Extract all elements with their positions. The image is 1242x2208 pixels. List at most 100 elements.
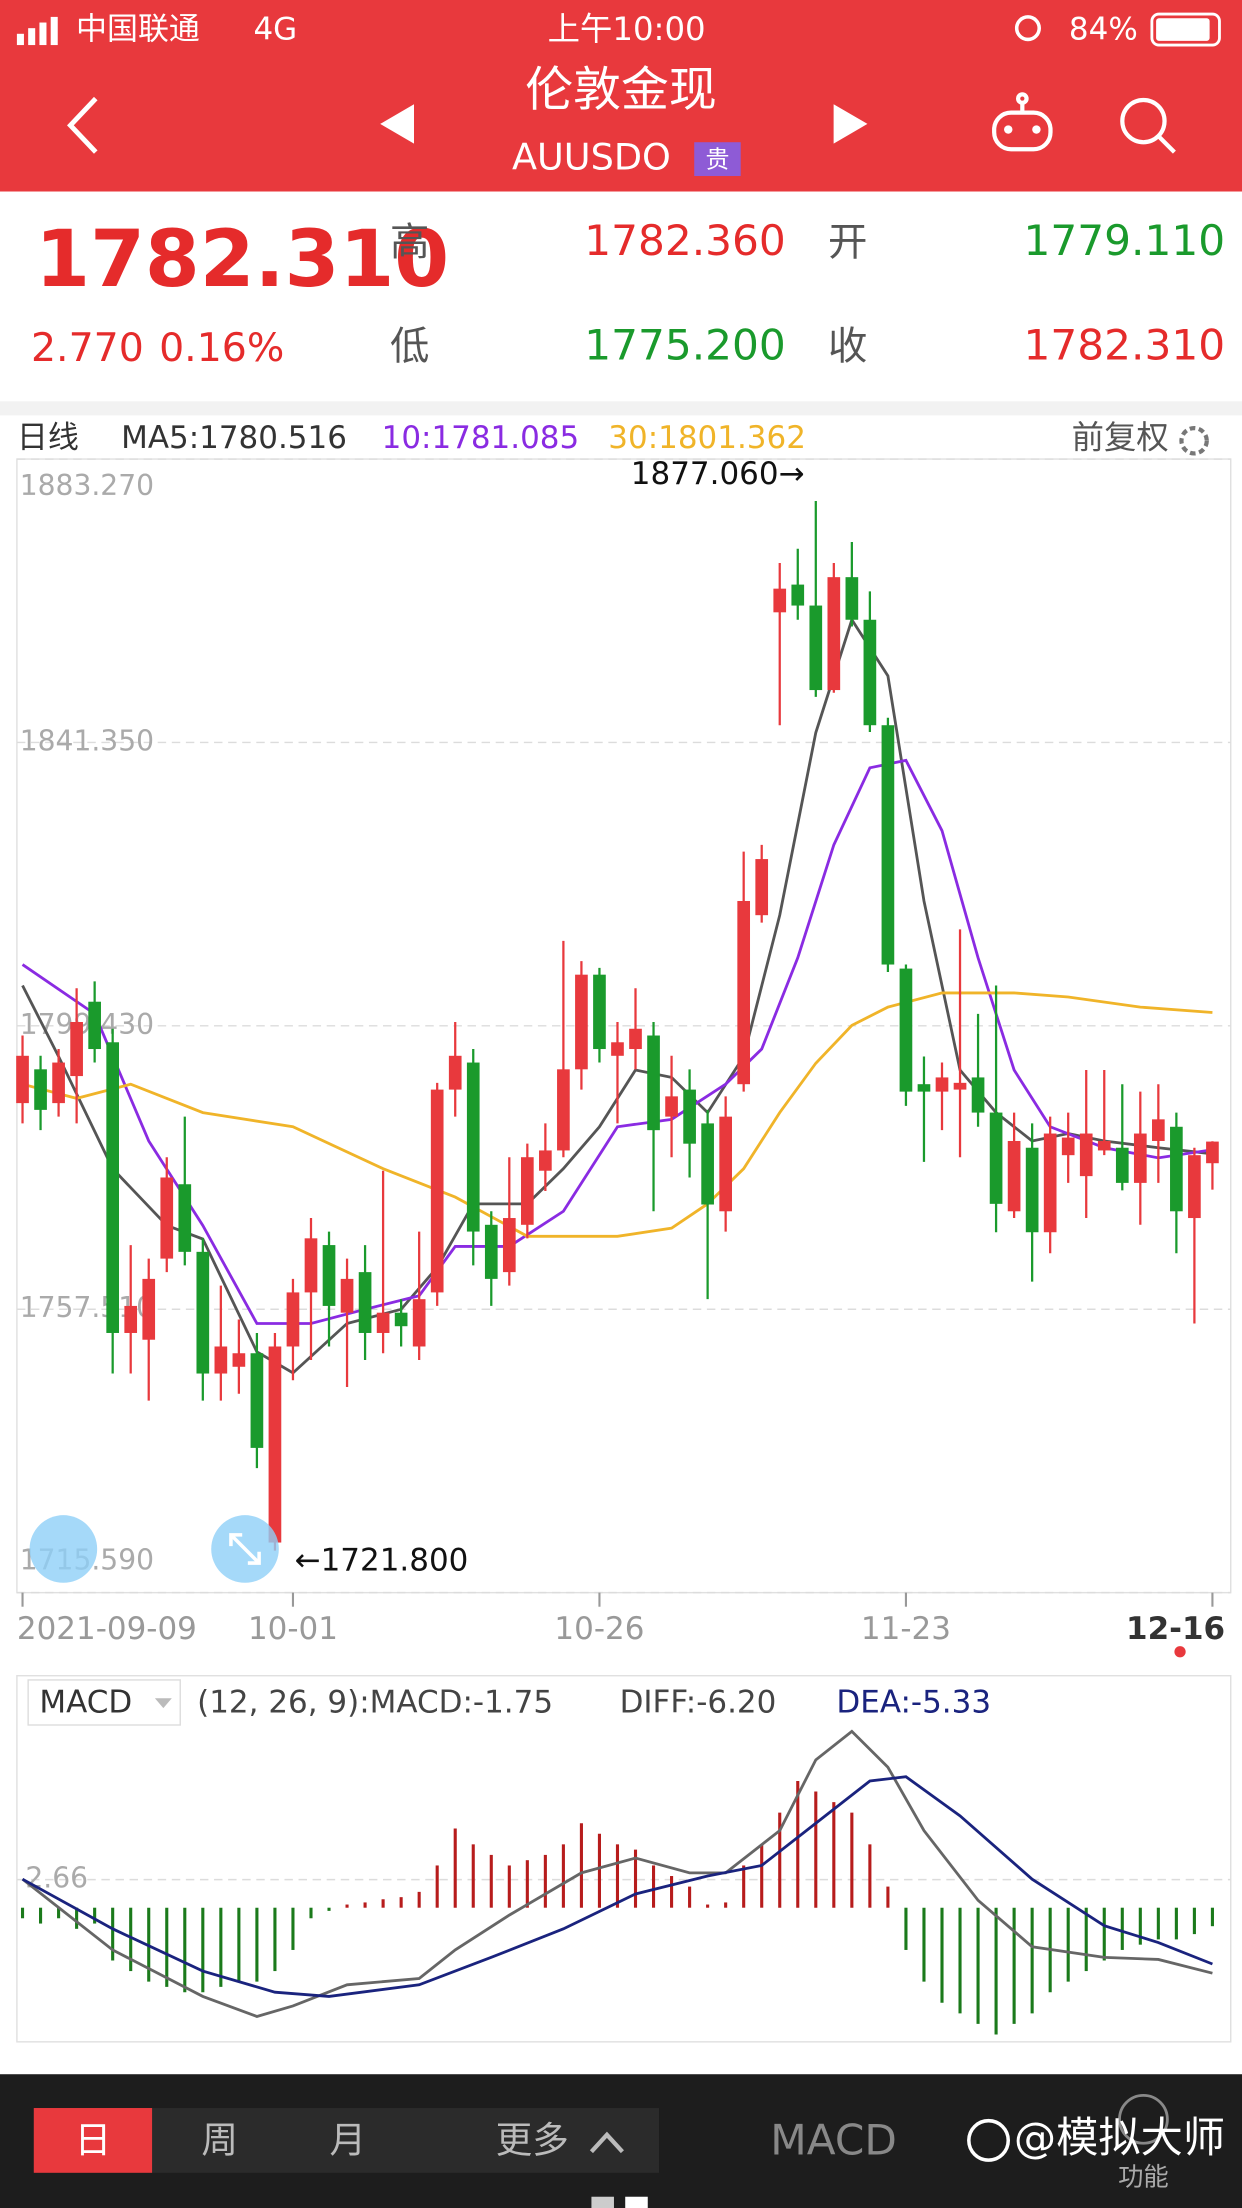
candle-body xyxy=(809,605,823,691)
open: 1779.110 xyxy=(1024,216,1226,265)
candle-body xyxy=(34,1069,47,1110)
candle-body xyxy=(250,1353,264,1448)
candle-body xyxy=(665,1096,678,1117)
ma10-legend: 10:1781.085 xyxy=(382,420,580,456)
candle-body xyxy=(124,1305,138,1333)
instrument-title: 伦敦金现 xyxy=(525,63,716,118)
search-icon[interactable] xyxy=(1120,97,1176,154)
candle-body xyxy=(935,1077,949,1092)
candle-body xyxy=(791,584,805,606)
candle-body xyxy=(214,1346,228,1374)
candle-body xyxy=(971,1077,985,1113)
dea-label: DEA:-5.33 xyxy=(836,1684,991,1720)
latest-dot xyxy=(1174,1646,1186,1658)
header-bg xyxy=(0,0,1242,192)
change: 2.770 xyxy=(31,325,144,371)
battery-icon xyxy=(1150,12,1221,47)
function-icon[interactable] xyxy=(1118,2093,1169,2145)
candle-body xyxy=(376,1312,390,1333)
candle-body xyxy=(701,1123,714,1205)
candle-body xyxy=(484,1224,498,1279)
candle-body xyxy=(611,1042,624,1056)
x-tick-label: 10-01 xyxy=(248,1611,338,1647)
candle-body xyxy=(647,1035,660,1131)
network: 4G xyxy=(253,11,297,47)
next-button[interactable] xyxy=(833,104,868,144)
candle-body xyxy=(1170,1126,1183,1212)
plots: 1715.5901757.5101799.4301841.3501883.270… xyxy=(16,456,1231,2035)
collapse-button[interactable] xyxy=(29,1515,98,1583)
x-tick-label: 10-26 xyxy=(554,1611,644,1647)
indicator-button[interactable]: MACD xyxy=(770,2116,897,2165)
extreme-label: 1877.060→ xyxy=(631,456,805,492)
prev-button[interactable] xyxy=(380,104,414,144)
candle-body xyxy=(196,1251,210,1374)
macd-line xyxy=(21,1729,1213,2018)
x-tick-label: 2021-09-09 xyxy=(17,1611,197,1647)
tab[interactable]: 更多 xyxy=(496,2118,569,2161)
ma5-legend: MA5:1780.516 xyxy=(121,420,347,456)
robot-eye xyxy=(1032,125,1041,134)
adjust[interactable]: 前复权 xyxy=(1072,418,1169,456)
lock-icon xyxy=(1014,15,1041,42)
separator xyxy=(0,401,1242,416)
candle-body xyxy=(1043,1133,1057,1233)
signal-icon xyxy=(16,16,58,46)
home-indicator xyxy=(591,2196,614,2208)
candle-body xyxy=(1079,1133,1093,1177)
x-tick-label: 12-16 xyxy=(1126,1611,1225,1647)
high-label: 高 xyxy=(390,220,429,266)
instrument-code: AUUSDO xyxy=(512,136,671,179)
candle-body xyxy=(16,1055,29,1104)
macd-dropdown[interactable] xyxy=(27,1679,181,1726)
expand-icon xyxy=(229,1533,261,1565)
candle-body xyxy=(1115,1147,1129,1183)
y-tick-label: 1883.270 xyxy=(20,469,154,502)
tab-active[interactable] xyxy=(33,2108,153,2173)
candle-body xyxy=(1188,1155,1201,1219)
function-label[interactable]: 功能 xyxy=(1118,2161,1169,2191)
candle-body xyxy=(232,1353,246,1367)
tab[interactable]: 日 xyxy=(75,2118,112,2161)
candle-body xyxy=(1061,1137,1075,1156)
ma30-legend: 30:1801.362 xyxy=(608,420,806,456)
candle-body xyxy=(827,577,841,691)
candle-body xyxy=(322,1245,336,1306)
candle-body xyxy=(358,1272,372,1333)
open-label: 开 xyxy=(828,220,867,266)
candle-body xyxy=(1152,1119,1165,1141)
candle-body xyxy=(1007,1140,1021,1212)
robot-icon[interactable] xyxy=(992,92,1053,152)
candle-body xyxy=(1097,1140,1111,1151)
candle-body xyxy=(286,1292,300,1347)
x-tick-label: 11-23 xyxy=(861,1611,951,1647)
carrier: 中国联通 xyxy=(76,11,200,47)
candle-body xyxy=(755,859,769,916)
settings-icon[interactable] xyxy=(1179,425,1209,456)
candle-body xyxy=(575,974,588,1070)
tab[interactable]: 月 xyxy=(330,2118,367,2161)
candle-body xyxy=(70,1021,83,1077)
home-indicator xyxy=(625,2196,648,2208)
candle-body xyxy=(629,1028,642,1050)
macd-frame xyxy=(16,1675,1232,2043)
close-label: 收 xyxy=(828,324,867,370)
candle-body xyxy=(178,1184,192,1252)
high: 1782.360 xyxy=(584,216,786,265)
candle-body xyxy=(142,1278,156,1340)
back-button[interactable] xyxy=(67,96,98,154)
badge-bg xyxy=(694,142,741,177)
change-pct: 0.16% xyxy=(159,325,284,371)
candle-body xyxy=(268,1346,282,1543)
battery-level xyxy=(1156,18,1210,41)
y-tick-label: 1841.350 xyxy=(20,724,154,757)
tab[interactable]: 周 xyxy=(201,2118,238,2161)
candle-body xyxy=(557,1069,570,1151)
candle-body xyxy=(845,577,859,620)
macd-title: MACD xyxy=(39,1684,132,1720)
low: 1775.200 xyxy=(584,320,786,369)
clock: 上午10:00 xyxy=(548,10,706,48)
candle-body xyxy=(899,968,913,1092)
